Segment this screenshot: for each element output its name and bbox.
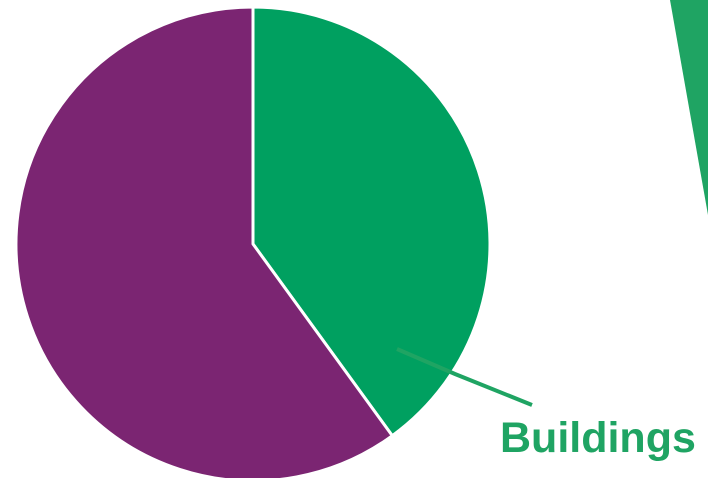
pie-slices [14,5,492,478]
partial-green-wedge-shape [670,0,708,215]
buildings-leader-line [396,347,533,407]
buildings-data-label: Buildings [500,414,696,462]
pie-slice-buildings [251,5,492,438]
pie-slice-unlabeled-1 [14,5,394,478]
